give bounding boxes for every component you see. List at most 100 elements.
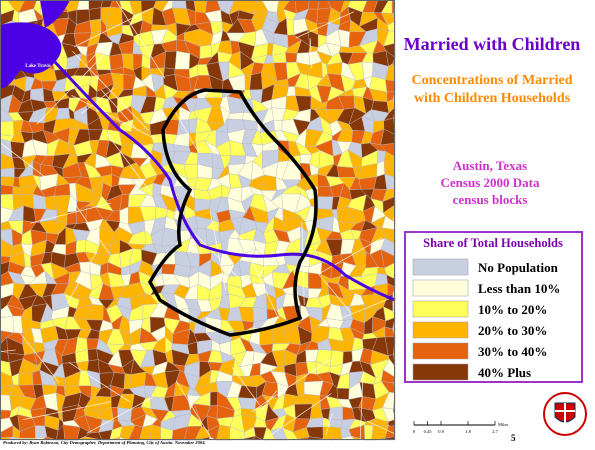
street	[86, 396, 153, 434]
subtitle: Concentrations of Married	[412, 73, 573, 88]
census-block	[164, 50, 177, 70]
street	[393, 218, 406, 278]
census-block	[285, 52, 298, 63]
central-outline	[147, 88, 318, 337]
scale-label: 2.7	[492, 429, 498, 434]
census-block	[18, 372, 34, 386]
street	[257, 393, 332, 445]
street	[366, 420, 432, 450]
census-block	[199, 44, 213, 59]
legend-swatch	[412, 342, 469, 360]
city-seal	[543, 392, 587, 436]
street	[81, 88, 114, 115]
street	[317, 272, 352, 314]
census-block	[238, 260, 251, 277]
census-block	[330, 350, 344, 367]
census-block	[249, 72, 263, 91]
street	[71, 94, 158, 141]
street	[194, 233, 239, 278]
street	[0, 308, 60, 383]
legend-label: 30% to 40%	[478, 344, 547, 359]
census-block	[174, 50, 191, 70]
legend-swatch	[412, 300, 469, 318]
street	[175, 380, 216, 446]
census-block	[384, 173, 396, 190]
street	[258, 390, 278, 414]
street	[0, 142, 51, 182]
place: Census 2000 Data	[441, 175, 540, 190]
census-block	[87, 348, 99, 362]
census-block	[385, 79, 396, 93]
census-block	[193, 0, 208, 14]
street	[0, 349, 16, 353]
census-block	[330, 426, 342, 441]
legend-label: Less than 10%	[478, 281, 560, 296]
legend-swatch	[412, 363, 469, 381]
census-block	[0, 184, 14, 195]
street	[231, 366, 260, 405]
street	[325, 412, 333, 436]
legend-label: No Population	[478, 260, 559, 275]
legend-label: 10% to 20%	[478, 302, 547, 317]
census-block	[358, 176, 377, 190]
map: Lake Travis	[0, 0, 432, 450]
place: census blocks	[453, 192, 528, 207]
street	[324, 298, 389, 326]
river	[53, 60, 396, 302]
census-block	[0, 315, 15, 334]
census-block	[172, 0, 187, 9]
legend-title: Share of Total Households	[423, 236, 563, 250]
legend-swatch	[412, 321, 469, 339]
seal-cross	[555, 403, 575, 423]
street	[309, 38, 313, 69]
street	[172, 106, 200, 154]
street	[240, 235, 279, 319]
census-block	[336, 388, 350, 400]
scale-unit: Miles	[498, 422, 508, 427]
street	[301, 222, 305, 306]
title: Married with Children	[404, 34, 581, 54]
census-block	[337, 166, 356, 178]
census-block	[75, 239, 87, 254]
census-block	[0, 167, 15, 178]
street	[66, 251, 97, 304]
census-block	[286, 18, 295, 36]
street	[30, 202, 111, 224]
census-block	[210, 391, 218, 407]
legend-swatch	[412, 279, 469, 297]
lake-label: Lake Travis	[25, 64, 51, 69]
lake	[0, 0, 70, 89]
census-block	[317, 196, 334, 210]
subtitle: with Children Households	[414, 91, 571, 106]
map-border	[0, 0, 395, 440]
census-block	[308, 0, 320, 10]
street	[100, 89, 138, 130]
page-number: 5	[511, 433, 516, 443]
credit: Produced by: Ryan Robinson, City Demogra…	[3, 440, 206, 445]
scale-label: 0	[413, 429, 416, 434]
census-block	[0, 176, 15, 187]
street	[22, 401, 112, 421]
census-block	[54, 183, 71, 197]
street	[359, 373, 364, 450]
census-block	[273, 120, 283, 132]
legend-label: 20% to 30%	[478, 323, 547, 338]
census-block	[88, 7, 102, 21]
scale-label: 0.9	[438, 429, 444, 434]
scale-label: 1.8	[465, 429, 471, 434]
street	[115, 0, 166, 79]
legend-swatch	[412, 258, 469, 276]
street	[88, 42, 107, 63]
census-block	[161, 263, 176, 275]
census-block	[12, 186, 21, 196]
street	[71, 199, 111, 255]
scale-label: 0.45	[424, 429, 433, 434]
street	[68, 362, 130, 403]
place: Austin, Texas	[453, 158, 527, 173]
census-block	[55, 107, 70, 120]
street	[319, 237, 382, 274]
census-block	[0, 120, 15, 137]
street	[295, 11, 355, 39]
